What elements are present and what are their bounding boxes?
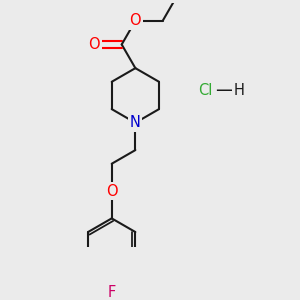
- Text: N: N: [130, 115, 141, 130]
- Text: F: F: [108, 285, 116, 300]
- Text: O: O: [130, 13, 141, 28]
- Text: H: H: [233, 83, 244, 98]
- Text: O: O: [106, 184, 118, 199]
- Text: O: O: [88, 37, 100, 52]
- Text: Cl: Cl: [198, 83, 213, 98]
- Text: —: —: [215, 81, 233, 100]
